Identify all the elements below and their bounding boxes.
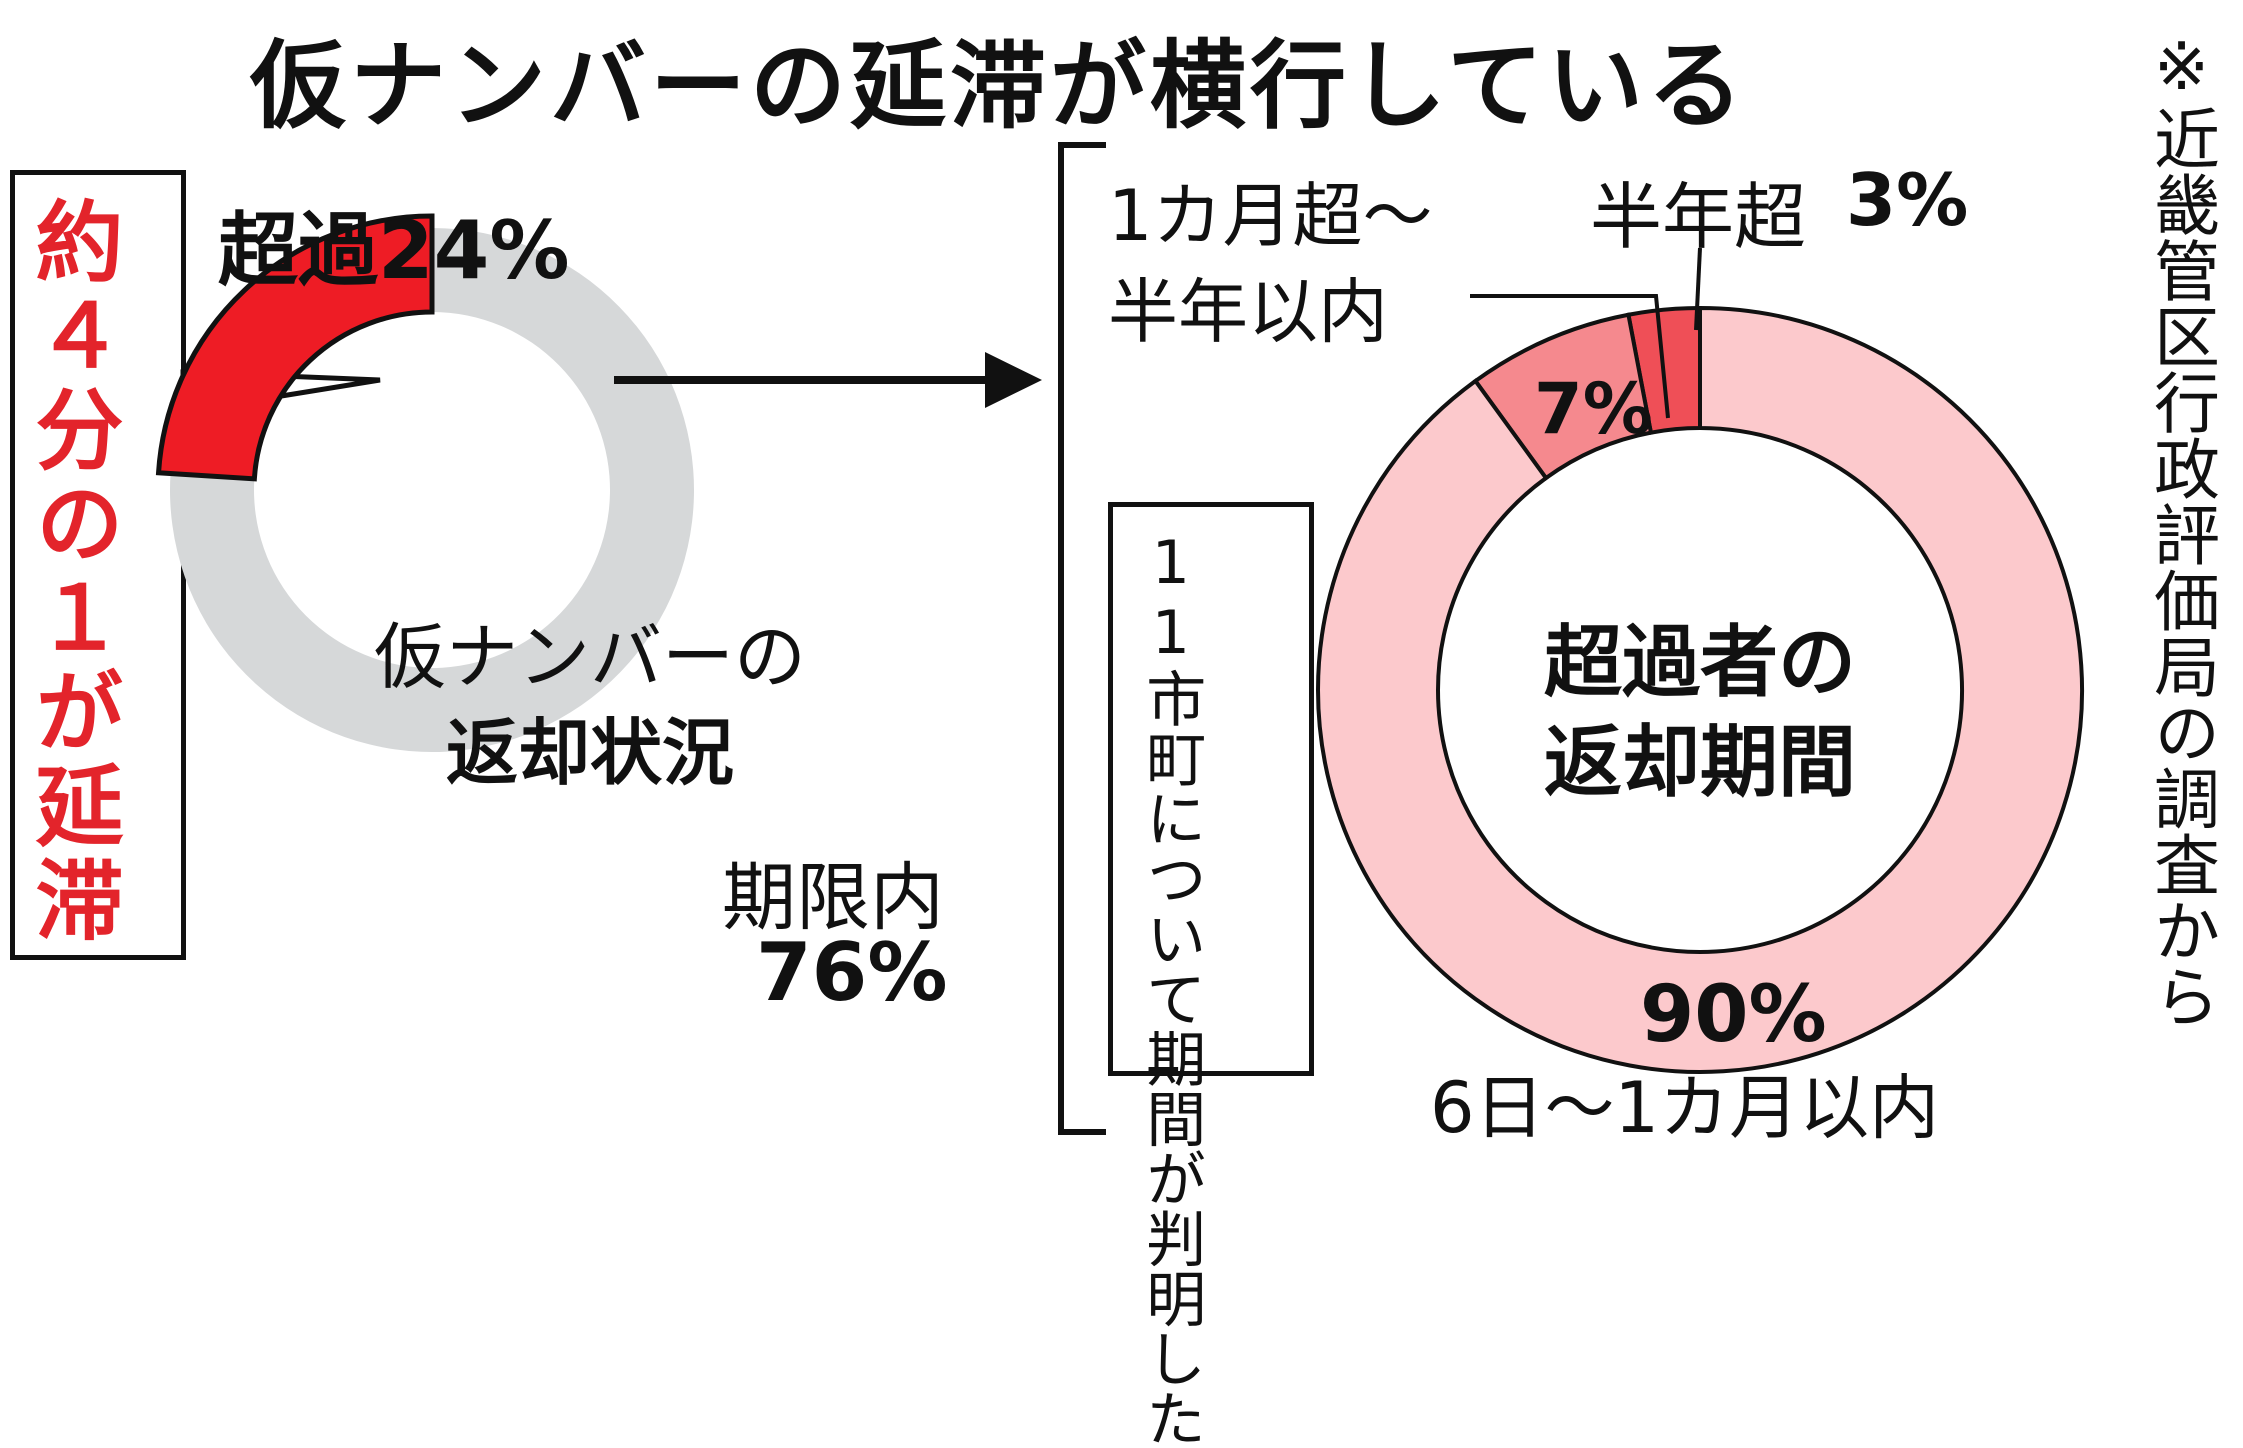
month-label-line2: 半年以内 — [1108, 271, 1388, 353]
left-center-line1: 仮ナンバーの — [373, 615, 806, 699]
leader-month — [1470, 294, 1670, 419]
left-center-line2: 返却状況 — [445, 711, 734, 795]
bracket-top — [1058, 142, 1106, 148]
left-donut-slice-2 — [169, 228, 694, 752]
right-center-line2: 返却期間 — [1543, 718, 1856, 808]
within-value: 76% — [756, 926, 948, 1019]
right-center-line1: 超過者の — [1543, 618, 1856, 708]
right-donut-slice-2 — [1472, 312, 1654, 481]
source-note: ※近畿管区行政評価局の調査から — [2143, 28, 2220, 1029]
half-year-value: 3% — [1846, 158, 1969, 242]
callout-box — [10, 170, 186, 960]
arrow-head — [985, 352, 1042, 408]
bracket-bottom — [1058, 1129, 1106, 1135]
overdue-label: 超過24% — [218, 204, 570, 297]
right-donut — [1316, 305, 2085, 1074]
main-label: 6日～1カ月以内 — [1430, 1067, 1940, 1149]
main-value: 90% — [1640, 970, 1827, 1060]
left-donut — [155, 213, 694, 752]
chart-title: 仮ナンバーの延滞が横行している — [250, 30, 1748, 142]
month-value: 7% — [1534, 368, 1653, 450]
note-text: 11市町について期間が判明した — [1135, 528, 1206, 1448]
right-donut-slice-3 — [1316, 305, 2085, 1074]
within-label: 期限内 — [722, 855, 944, 941]
note-box — [1108, 502, 1314, 1076]
leader-half-year — [1694, 247, 1702, 331]
callout-text: 約４分の１が延滞 — [21, 196, 124, 948]
bracket-vertical — [1058, 142, 1064, 1135]
month-label-line1: 1カ月超～ — [1108, 175, 1433, 257]
left-donut-slice-1 — [155, 213, 435, 482]
charts-svg — [155, 213, 2085, 1074]
half-year-label: 半年超 — [1590, 175, 1807, 259]
